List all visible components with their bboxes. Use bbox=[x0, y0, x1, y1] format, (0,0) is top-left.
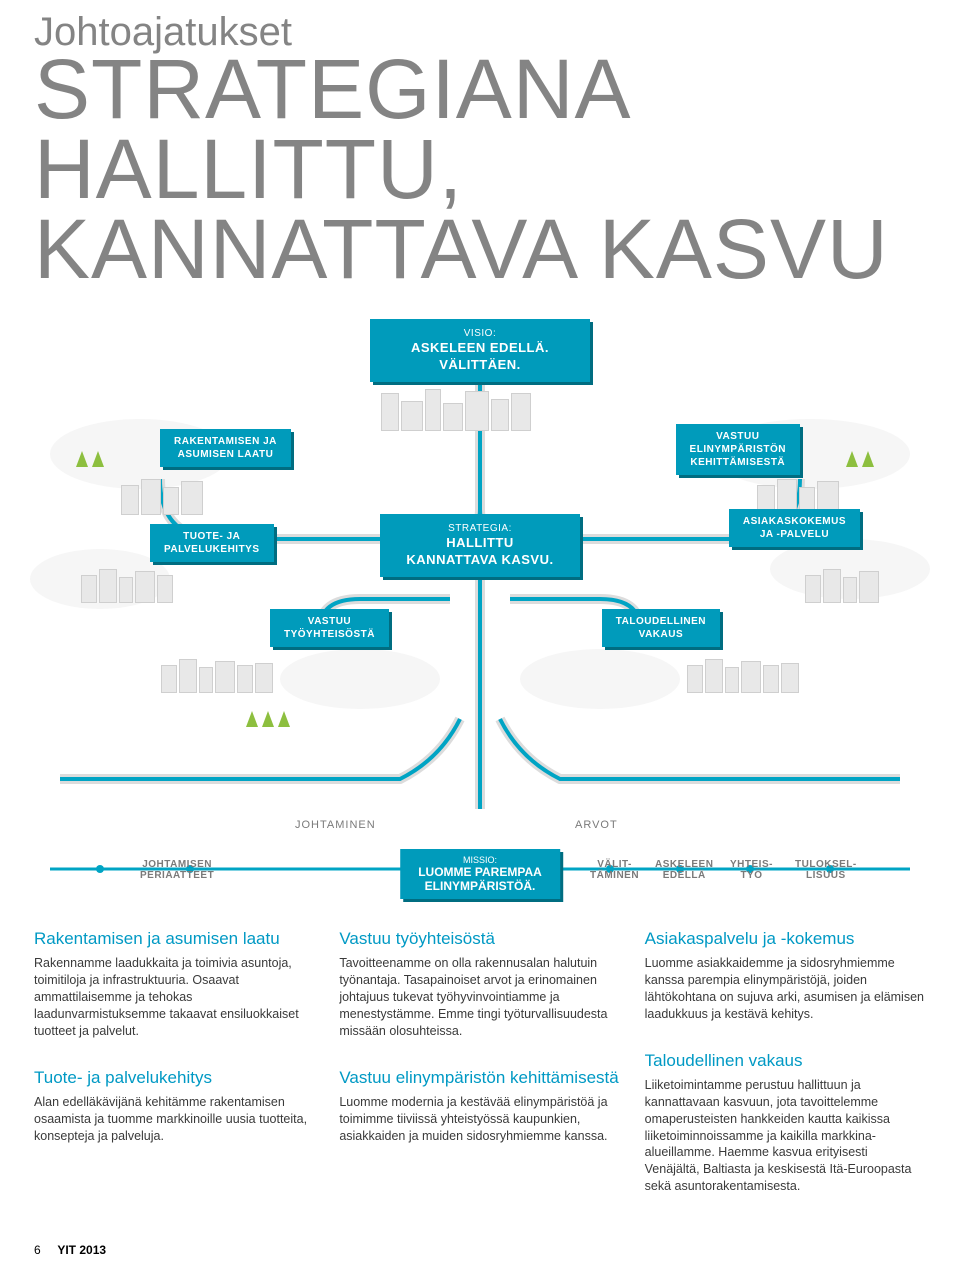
missio-box: MISSIO: LUOMME PAREMPAA ELINYMPÄRISTÖÄ. bbox=[400, 849, 560, 899]
block-vastuu-tyo: Vastuu työyhteisöstä Tavoitteenamme on o… bbox=[339, 929, 620, 1039]
johtaminen-label: JOHTAMINEN bbox=[295, 819, 376, 831]
page-number: 6 bbox=[34, 1243, 54, 1257]
arvot-label: ARVOT bbox=[575, 819, 618, 831]
valit-item: VÄLIT-TÄMINEN bbox=[590, 859, 639, 881]
block-vastuu-elin: Vastuu elinympäristön kehittämisestä Luo… bbox=[339, 1068, 620, 1145]
strategy-infographic: VISIO: ASKELEEN EDELLÄ. VÄLITTÄEN. RAKEN… bbox=[20, 309, 940, 809]
strategia-box: STRATEGIA: HALLITTU KANNATTAVA KASVU. bbox=[380, 514, 580, 577]
page-footer: 6 YIT 2013 bbox=[0, 1233, 960, 1257]
johtamisen-item: JOHTAMISENPERIAATTEET bbox=[140, 859, 214, 881]
content-columns: Rakentamisen ja asumisen laatu Rakennamm… bbox=[0, 899, 960, 1233]
block-asiakas: Asiakaspalvelu ja -kokemus Luomme asiakk… bbox=[645, 929, 926, 1023]
rakentamisen-box: RAKENTAMISEN JAASUMISEN LAATU bbox=[160, 429, 291, 467]
yhteis-item: YHTEIS-TYÖ bbox=[730, 859, 773, 881]
tuote-box: TUOTE- JAPALVELUKEHITYS bbox=[150, 524, 274, 562]
vastuu-elin-box: VASTUUELINYMPÄRISTÖNKEHITTÄMISESTÄ bbox=[676, 424, 800, 475]
column-3: Asiakaspalvelu ja -kokemus Luomme asiakk… bbox=[645, 929, 926, 1223]
page-title: STRATEGIANA HALLITTU, KANNATTAVA KASVU bbox=[34, 50, 926, 289]
column-1: Rakentamisen ja asumisen laatu Rakennamm… bbox=[34, 929, 315, 1223]
vastuu-tyo-box: VASTUUTYÖYHTEISÖSTÄ bbox=[270, 609, 389, 647]
block-rakentamisen: Rakentamisen ja asumisen laatu Rakennamm… bbox=[34, 929, 315, 1039]
visio-box: VISIO: ASKELEEN EDELLÄ. VÄLITTÄEN. bbox=[370, 319, 590, 382]
tuloksel-item: TULOKSEL-LISUUS bbox=[795, 859, 857, 881]
askeleen-item: ASKELEENEDELLÄ bbox=[655, 859, 713, 881]
block-tuote: Tuote- ja palvelukehitys Alan edelläkävi… bbox=[34, 1068, 315, 1145]
flow-row: JOHTAMINEN ARVOT JOHTAMISENPERIAATTEET M… bbox=[30, 819, 930, 899]
asiakas-box: ASIAKASKOKEMUSJA -PALVELU bbox=[729, 509, 860, 547]
taloudellinen-box: TALOUDELLINENVAKAUS bbox=[602, 609, 720, 647]
block-taloudellinen: Taloudellinen vakaus Liiketoimintamme pe… bbox=[645, 1051, 926, 1195]
footer-title: YIT 2013 bbox=[57, 1243, 106, 1257]
column-2: Vastuu työyhteisöstä Tavoitteenamme on o… bbox=[339, 929, 620, 1223]
